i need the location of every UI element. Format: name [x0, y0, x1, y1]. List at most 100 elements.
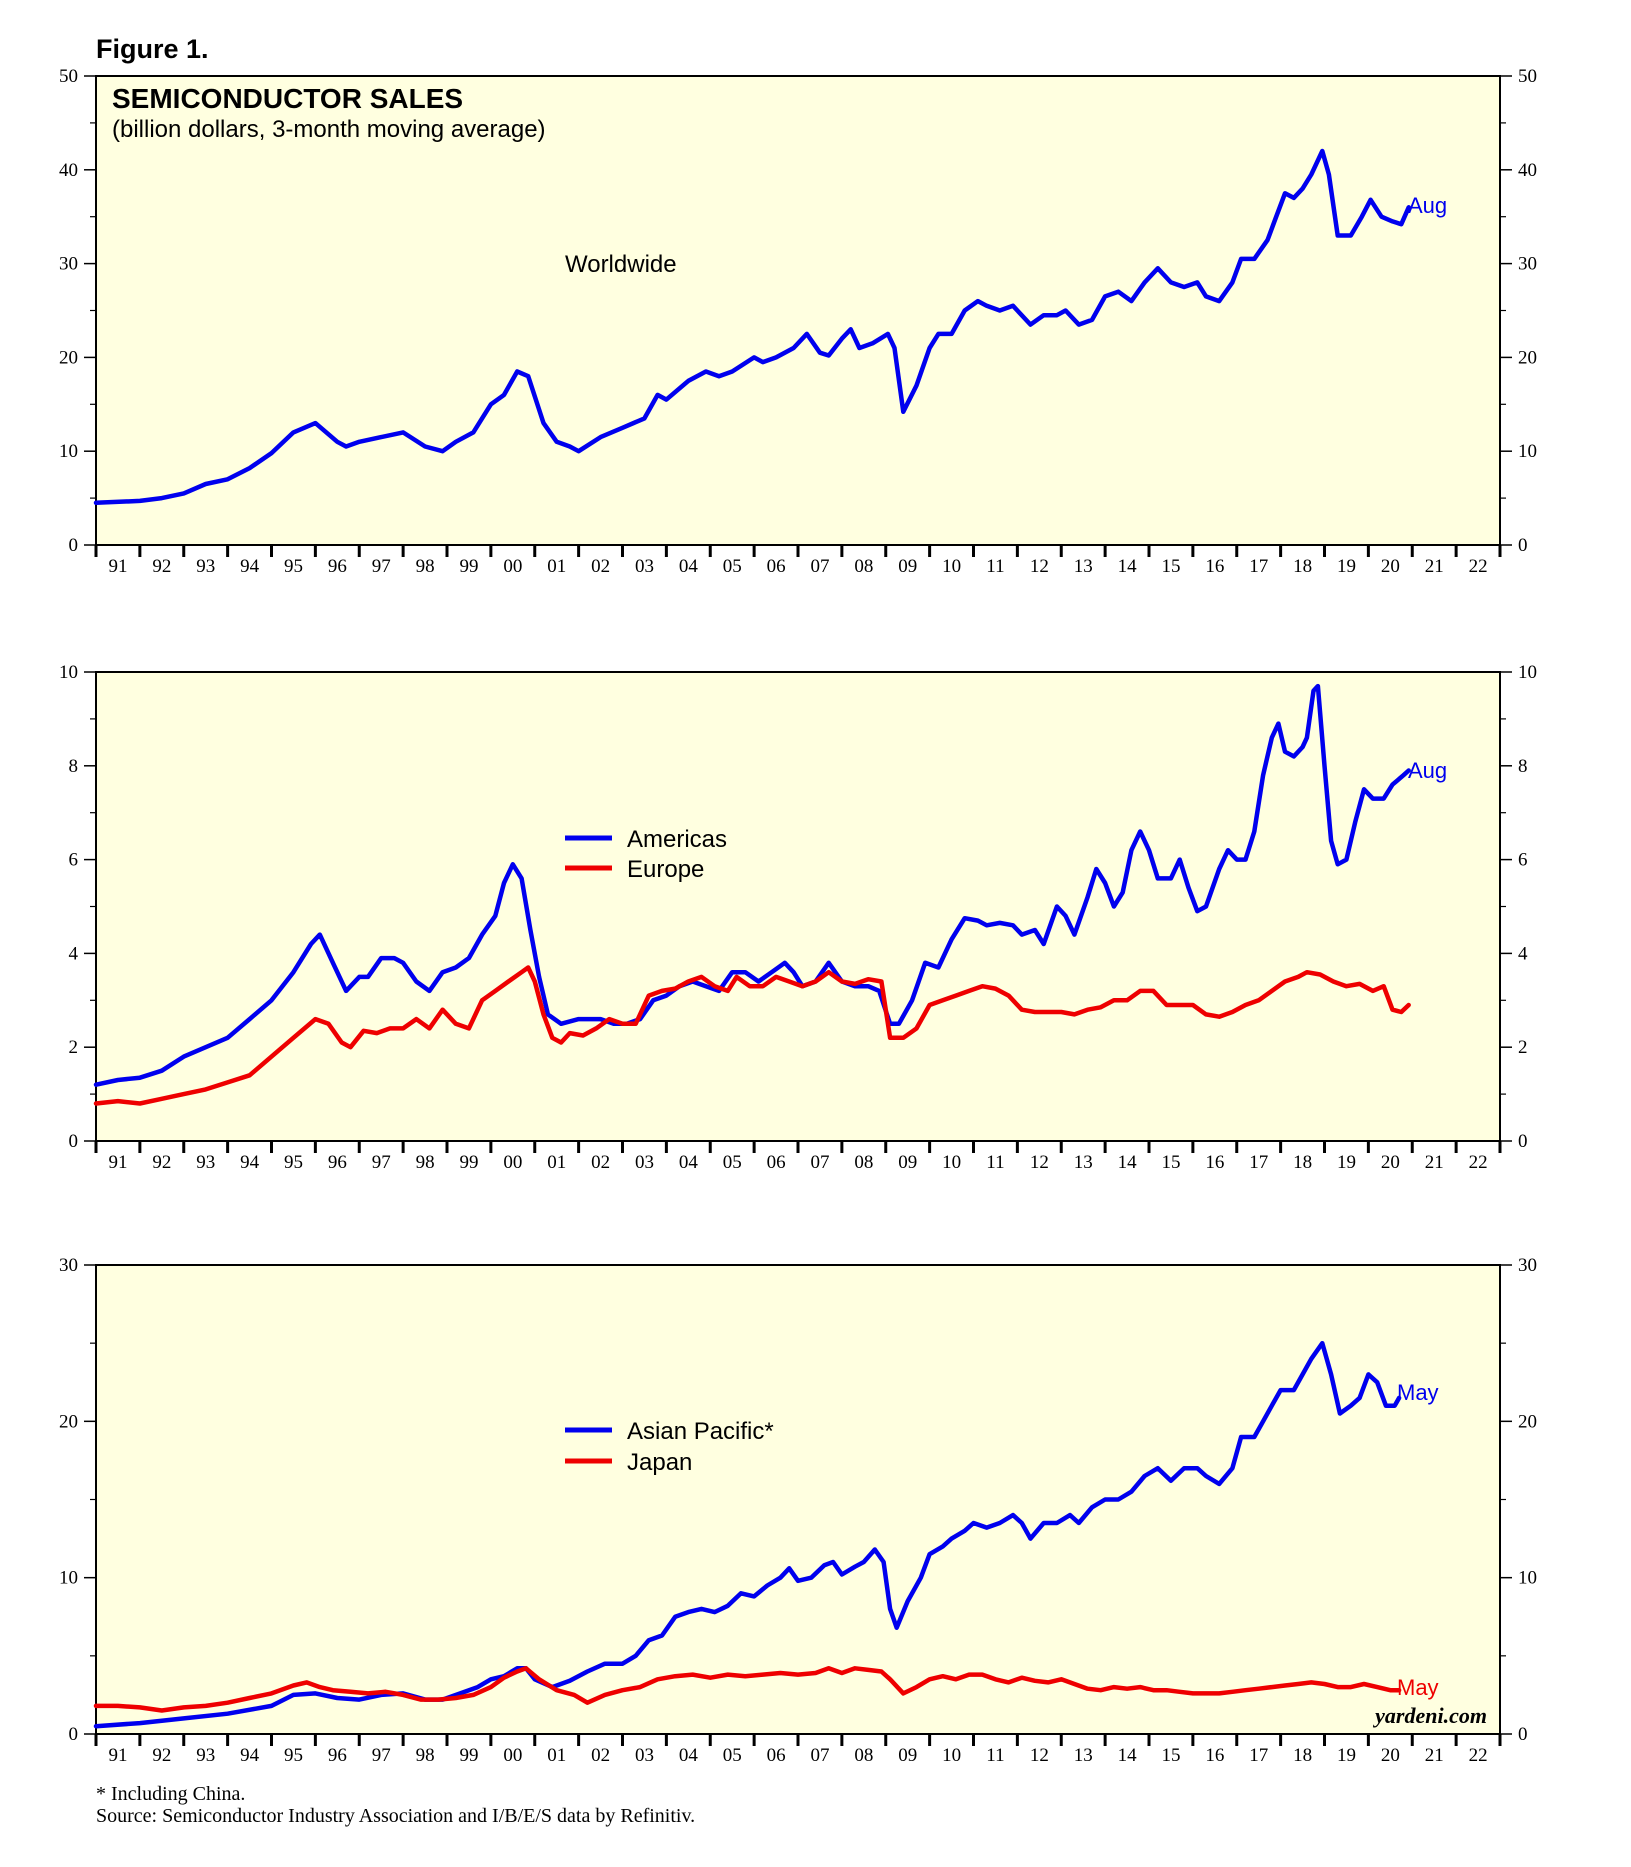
y-tick-label-right: 6: [1518, 850, 1528, 871]
y-tick-label-left: 6: [69, 850, 79, 871]
y-tick-label-right: 20: [1518, 347, 1537, 368]
x-tick-label: 03: [635, 1152, 654, 1173]
x-tick-label: 00: [503, 556, 522, 577]
x-tick-label: 02: [591, 1152, 610, 1173]
x-tick-label: 11: [986, 556, 1004, 577]
x-tick-label: 16: [1205, 1152, 1224, 1173]
x-tick-label: 96: [328, 1745, 347, 1766]
x-tick-label: 95: [284, 1745, 303, 1766]
x-tick-label: 20: [1381, 1745, 1400, 1766]
x-tick-label: 18: [1293, 1745, 1312, 1766]
x-tick-label: 10: [942, 1152, 961, 1173]
x-tick-label: 19: [1337, 1745, 1356, 1766]
x-tick-label: 99: [459, 1745, 478, 1766]
x-tick-label: 95: [284, 1152, 303, 1173]
y-tick-label-right: 0: [1518, 1131, 1528, 1152]
x-tick-label: 93: [196, 1152, 215, 1173]
y-tick-label-right: 20: [1518, 1411, 1537, 1432]
y-tick-label-right: 30: [1518, 1255, 1537, 1276]
legend-label-americas: Americas: [627, 826, 727, 853]
y-tick-label-left: 30: [59, 254, 78, 275]
x-tick-label: 97: [372, 1152, 391, 1173]
x-tick-label: 17: [1249, 1152, 1268, 1173]
y-tick-label-left: 0: [69, 1724, 79, 1745]
x-tick-label: 98: [416, 556, 435, 577]
y-tick-label-left: 2: [69, 1037, 79, 1058]
chart-title: SEMICONDUCTOR SALES: [112, 83, 463, 114]
plot-area-worldwide: [95, 75, 1501, 546]
x-tick-label: 09: [898, 1152, 917, 1173]
x-tick-label: 13: [1074, 556, 1093, 577]
series-line-europe: [93, 965, 1411, 1106]
x-tick-label: 20: [1381, 1152, 1400, 1173]
figure-label: Figure 1.: [96, 34, 209, 64]
y-tick-label-left: 10: [59, 1568, 78, 1589]
y-tick-label-left: 20: [59, 347, 78, 368]
footnote: * Including China.: [96, 1783, 245, 1805]
x-tick-label: 02: [591, 556, 610, 577]
x-tick-label: 07: [810, 1745, 829, 1766]
x-tick-label: 98: [416, 1152, 435, 1173]
x-tick-label: 15: [1161, 1745, 1180, 1766]
americas-end-label: Aug: [1408, 758, 1447, 783]
x-tick-label: 07: [810, 1152, 829, 1173]
x-tick-label: 14: [1118, 1152, 1138, 1173]
x-tick-label: 93: [196, 1745, 215, 1766]
x-tick-label: 14: [1118, 1745, 1138, 1766]
plot-area-americas-europe: [95, 671, 1501, 1142]
x-tick-label: 13: [1074, 1745, 1093, 1766]
x-tick-label: 97: [372, 1745, 391, 1766]
x-tick-label: 00: [503, 1745, 522, 1766]
lines-worldwide: [93, 148, 1411, 506]
x-tick-label: 06: [767, 1745, 786, 1766]
legend-label-europe: Europe: [627, 856, 704, 883]
chart-subtitle: (billion dollars, 3-month moving average…: [112, 116, 546, 143]
x-tick-label: 08: [854, 1745, 873, 1766]
x-tick-label: 91: [108, 556, 127, 577]
series-line-worldwide: [93, 148, 1411, 506]
series-line-asian-pacific: [93, 1340, 1402, 1729]
x-tick-label: 12: [1030, 1745, 1049, 1766]
lines-asia-japan: [93, 1340, 1402, 1729]
x-tick-label: 03: [635, 1745, 654, 1766]
series-line-japan: [93, 1666, 1402, 1713]
x-tick-label: 91: [108, 1152, 127, 1173]
x-tick-label: 05: [723, 1152, 742, 1173]
series-line-americas: [93, 683, 1411, 1087]
x-tick-label: 21: [1425, 1152, 1444, 1173]
y-tick-label-right: 2: [1518, 1037, 1528, 1058]
x-tick-label: 02: [591, 1745, 610, 1766]
y-tick-label-left: 20: [59, 1411, 78, 1432]
x-tick-label: 18: [1293, 1152, 1312, 1173]
x-tick-label: 14: [1118, 556, 1138, 577]
y-tick-label-right: 0: [1518, 535, 1528, 556]
x-tick-label: 05: [723, 1745, 742, 1766]
y-tick-label-left: 8: [69, 756, 79, 777]
x-tick-label: 09: [898, 556, 917, 577]
x-tick-label: 91: [108, 1745, 127, 1766]
x-tick-label: 07: [810, 556, 829, 577]
lines-americas-europe: [93, 683, 1411, 1106]
y-tick-label-right: 8: [1518, 756, 1528, 777]
x-tick-label: 18: [1293, 556, 1312, 577]
x-tick-label: 92: [152, 1152, 171, 1173]
x-tick-label: 01: [547, 1152, 566, 1173]
x-tick-label: 06: [767, 1152, 786, 1173]
x-tick-label: 92: [152, 556, 171, 577]
x-tick-label: 04: [679, 1152, 699, 1173]
x-tick-label: 96: [328, 1152, 347, 1173]
x-tick-label: 01: [547, 556, 566, 577]
x-tick-label: 15: [1161, 556, 1180, 577]
x-tick-label: 19: [1337, 556, 1356, 577]
y-tick-label-left: 50: [59, 66, 78, 87]
x-tick-label: 97: [372, 556, 391, 577]
x-tick-label: 08: [854, 556, 873, 577]
y-tick-label-right: 40: [1518, 160, 1537, 181]
x-tick-label: 99: [459, 556, 478, 577]
